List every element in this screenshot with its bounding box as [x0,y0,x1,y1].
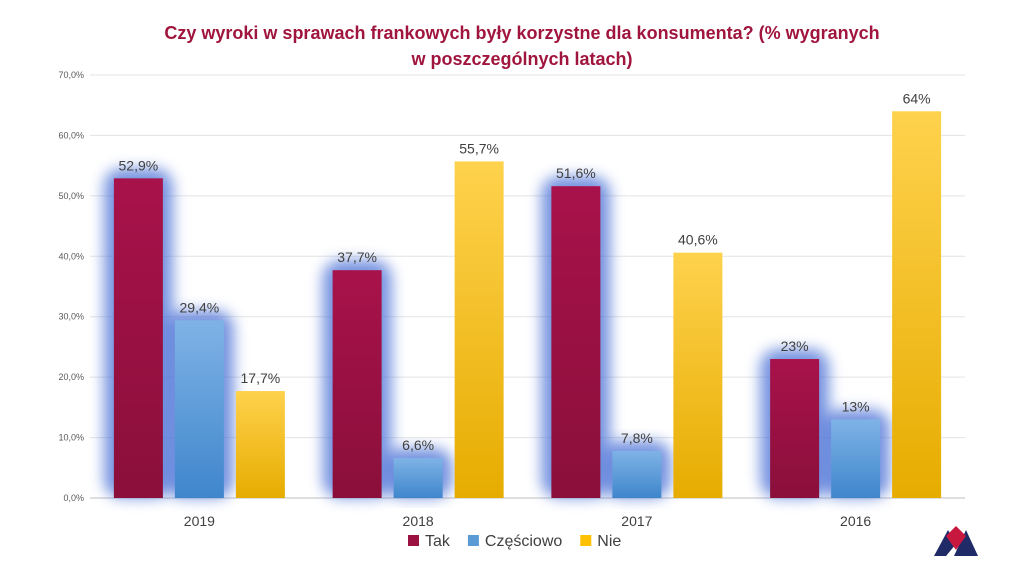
y-tick-label: 40,0% [58,251,84,261]
brand-logo [934,526,978,556]
bar-częściowo-2016 [831,419,881,498]
data-label: 7,8% [621,430,653,446]
y-tick-label: 20,0% [58,372,84,382]
x-tick-label: 2017 [621,513,652,529]
bar-częściowo-2019 [174,320,224,498]
y-tick-label: 70,0% [58,70,84,80]
data-labels: 52,9% 29,4% 17,7% 37,7% 6,6% 55,7% 51,6% 7,8% 40… [119,90,931,453]
x-tick-label: 2018 [403,513,434,529]
data-label: 37,7% [337,249,377,265]
chart-title: Czy wyroki w sprawach frankowych były ko… [112,20,932,72]
x-axis: 2019 2018 2017 2016 [184,513,872,529]
y-axis: 0,0% 10,0% 20,0% 30,0% 40,0% 50,0% 60,0% 70,0% [58,70,84,503]
bar-częściowo-2018 [393,458,443,498]
data-label: 17,7% [241,370,281,386]
bar-częściowo-2017 [612,450,662,498]
bar-tak-2016 [770,359,820,498]
legend-swatch [408,535,419,546]
data-label: 23% [781,338,809,354]
legend-swatch [467,535,479,546]
legend-label: Nie [597,533,621,550]
y-tick-label: 50,0% [58,191,84,201]
legend-label: Częściowo [485,533,562,550]
legend-label: Tak [425,533,451,550]
chart-title-line-2: w poszczególnych latach) [411,49,633,69]
y-tick-label: 0,0% [63,493,84,503]
data-label: 13% [842,398,870,414]
y-tick-label: 30,0% [58,312,84,322]
legend: Tak Częściowo Nie [408,533,621,550]
bar-tak-2018 [332,270,382,498]
x-tick-label: 2016 [840,513,871,529]
y-tick-label: 60,0% [58,130,84,140]
data-label: 29,4% [180,299,220,315]
bar-nie-2018 [454,161,504,499]
x-tick-label: 2019 [184,513,215,529]
y-tick-label: 10,0% [58,433,84,443]
bar-tak-2017 [551,186,601,498]
bar-nie-2019 [235,391,285,498]
bar-nie-2017 [673,252,723,498]
chart-title-line-1: Czy wyroki w sprawach frankowych były ko… [164,23,880,43]
legend-swatch [580,535,592,546]
bar-tak-2019 [113,178,163,498]
data-label: 6,6% [402,437,434,453]
data-label: 40,6% [678,232,718,248]
logo-shape-center [946,526,966,550]
data-label: 64% [903,90,931,106]
bars [113,111,942,499]
logo-shape-right [954,530,978,556]
data-label: 51,6% [556,165,596,181]
bar-nie-2016 [892,111,942,498]
data-label: 55,7% [459,140,499,156]
data-label: 52,9% [119,157,159,173]
